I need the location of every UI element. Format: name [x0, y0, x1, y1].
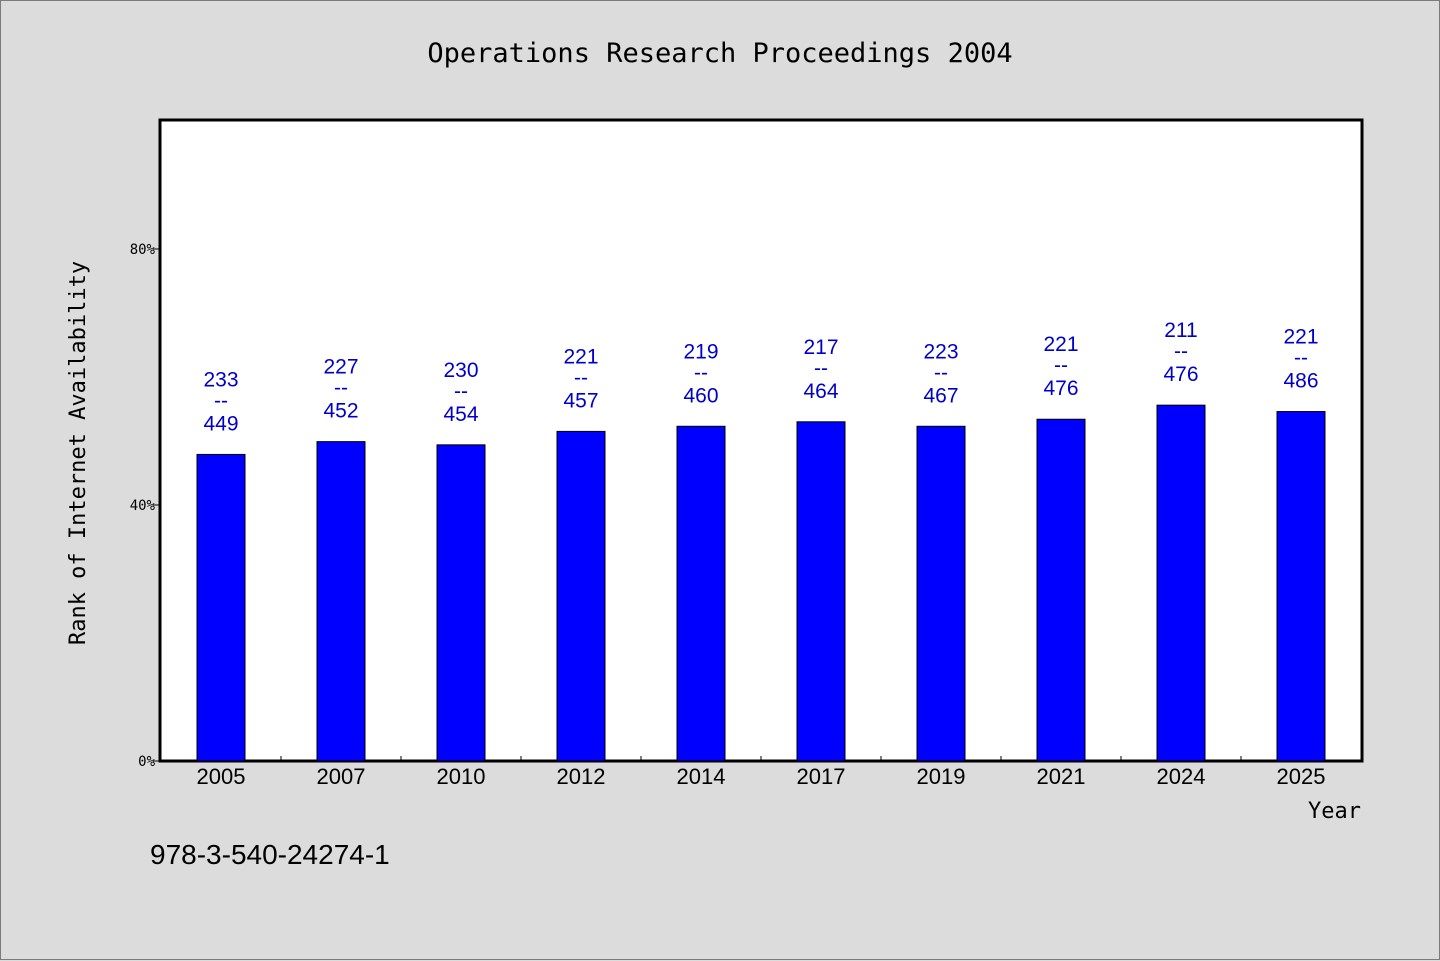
data-label-separator: -- — [574, 366, 588, 389]
bar — [556, 430, 606, 762]
bar — [796, 421, 846, 762]
data-label-denominator: 449 — [203, 412, 238, 435]
data-label-denominator: 452 — [323, 400, 358, 423]
x-tick-label: 2025 — [1277, 764, 1326, 789]
y-tick-label: 0% — [138, 754, 155, 770]
bar — [1276, 411, 1326, 762]
bar — [1156, 404, 1206, 762]
x-tick-label: 2007 — [317, 764, 366, 789]
x-tick-label: 2019 — [917, 764, 966, 789]
data-label-separator: -- — [1294, 347, 1308, 370]
data-label-separator: -- — [934, 361, 948, 384]
data-label-numerator: 211 — [1164, 319, 1197, 342]
data-label-numerator: 221 — [1043, 333, 1078, 356]
data-label-denominator: 476 — [1163, 363, 1198, 386]
bar — [676, 425, 726, 762]
x-tick-label: 2012 — [557, 764, 606, 789]
y-axis-label: Rank of Internet Availability — [66, 261, 91, 645]
data-label-numerator: 217 — [803, 336, 838, 359]
bars-group — [196, 404, 1326, 762]
data-label-numerator: 230 — [443, 359, 478, 382]
data-label-denominator: 467 — [923, 384, 958, 407]
data-labels-group: 233--449227--452230--454221--457219--460… — [203, 319, 1318, 435]
data-label-denominator: 464 — [803, 380, 838, 403]
x-tick-label: 2010 — [437, 764, 486, 789]
data-label-separator: -- — [214, 389, 228, 412]
bar — [316, 441, 366, 762]
data-label-numerator: 233 — [203, 368, 238, 391]
data-label-separator: -- — [1054, 354, 1068, 377]
data-label-numerator: 223 — [923, 340, 958, 363]
bar — [916, 425, 966, 762]
bar — [196, 453, 246, 762]
isbn-text: 978-3-540-24274-1 — [150, 839, 390, 870]
x-tick-label: 2005 — [197, 764, 246, 789]
y-axis: 0% 40% 80% — [130, 242, 161, 770]
bar — [1036, 418, 1086, 762]
data-label-separator: -- — [1174, 340, 1188, 363]
data-label-denominator: 460 — [683, 384, 718, 407]
data-label-separator: -- — [334, 377, 348, 400]
data-label-numerator: 227 — [323, 356, 358, 379]
data-label-separator: -- — [694, 361, 708, 384]
data-label-denominator: 457 — [563, 389, 598, 412]
x-tick-label: 2017 — [797, 764, 846, 789]
data-label-separator: -- — [454, 380, 468, 403]
y-tick-label: 80% — [130, 242, 156, 258]
x-tick-label: 2021 — [1037, 764, 1086, 789]
data-label-numerator: 221 — [563, 345, 598, 368]
data-label-numerator: 221 — [1283, 326, 1318, 349]
data-label-denominator: 476 — [1043, 377, 1078, 400]
y-tick-label: 40% — [130, 498, 156, 514]
data-label-denominator: 454 — [443, 403, 478, 426]
x-axis: 2005 2007 2010 2012 2014 2017 2019 2021 2024 2025 — [197, 756, 1326, 789]
x-tick-label: 2014 — [677, 764, 726, 789]
data-label-separator: -- — [814, 357, 828, 380]
data-label-denominator: 486 — [1283, 370, 1318, 393]
x-axis-label: Year — [1308, 799, 1361, 824]
data-label-numerator: 219 — [683, 340, 718, 363]
x-tick-label: 2024 — [1157, 764, 1206, 789]
chart-title: Operations Research Proceedings 2004 — [427, 38, 1012, 69]
bar — [436, 444, 486, 762]
